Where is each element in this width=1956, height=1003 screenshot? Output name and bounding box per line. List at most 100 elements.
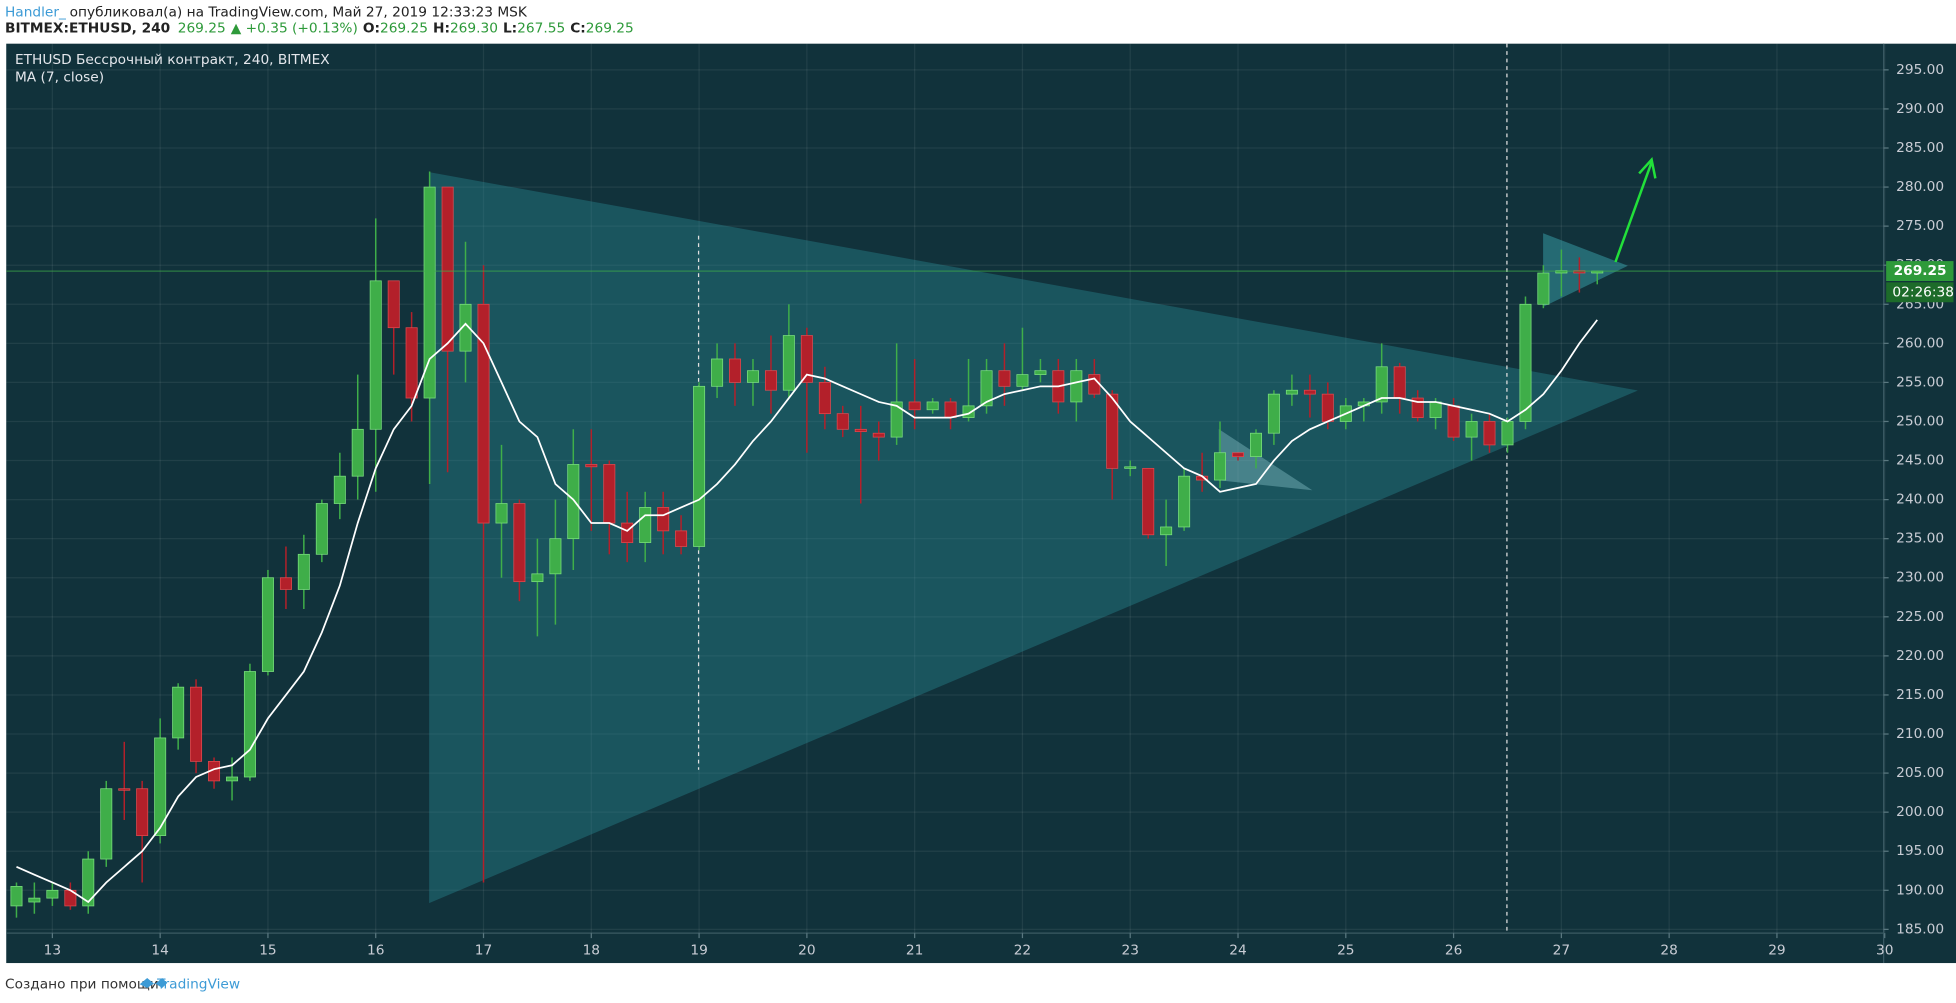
candle-body xyxy=(190,686,203,762)
candle-body xyxy=(890,401,903,438)
candle-body xyxy=(1465,421,1478,438)
candle-body xyxy=(926,401,939,411)
x-tick-label: 19 xyxy=(690,943,707,959)
candle-body xyxy=(261,577,274,672)
x-tick-label: 22 xyxy=(1014,943,1031,959)
candle-body xyxy=(459,303,472,352)
countdown-label: 02:26:38 xyxy=(1892,284,1954,300)
y-tick-label: 220.00 xyxy=(1896,648,1944,664)
candle-body xyxy=(100,788,113,860)
x-tick-label: 28 xyxy=(1660,943,1677,959)
candle-body xyxy=(1267,393,1280,434)
candle-body xyxy=(1321,393,1334,422)
y-tick-label: 280.00 xyxy=(1896,179,1944,195)
last-price-label: 269.25 xyxy=(1894,263,1947,279)
candle-body xyxy=(1160,526,1173,536)
candle-body xyxy=(1393,366,1406,399)
candle-body xyxy=(693,385,706,547)
candle-body xyxy=(962,405,975,418)
candle-body xyxy=(531,573,544,583)
y-tick-label: 185.00 xyxy=(1896,921,1944,937)
candle-body xyxy=(567,464,580,540)
candle-body xyxy=(28,897,41,903)
candle-body xyxy=(1016,374,1029,387)
candle-body xyxy=(118,788,131,791)
triangle-pattern xyxy=(429,172,1638,904)
y-tick-label: 215.00 xyxy=(1896,687,1944,703)
candle-body xyxy=(908,401,921,411)
candle-body xyxy=(585,464,598,468)
o: 269.25 xyxy=(380,21,428,37)
candle-body xyxy=(980,370,993,407)
candle-body xyxy=(782,335,795,391)
indicator-label: MA (7, close) xyxy=(15,69,104,85)
l: 267.55 xyxy=(517,21,565,37)
candle-body xyxy=(800,335,813,383)
symbol-line: BITMEX:ETHUSD, 240 269.25 ▲ +0.35 (+0.13%)… xyxy=(5,21,634,37)
x-tick-label: 16 xyxy=(367,943,384,959)
c-label: C: xyxy=(570,21,586,37)
candle-body xyxy=(1537,272,1550,305)
axes: 185.00 190.00 195.00 200.00 205.00 210.00 215.… xyxy=(44,62,1954,959)
candle-body xyxy=(621,522,634,543)
candle-body xyxy=(1034,370,1047,375)
candle-body xyxy=(657,507,670,532)
candle-body xyxy=(603,464,616,524)
y-tick-label: 285.00 xyxy=(1896,140,1944,156)
candle-body xyxy=(1411,397,1424,418)
y-tick-label: 190.00 xyxy=(1896,882,1944,898)
y-tick-label: 245.00 xyxy=(1896,453,1944,469)
countdown-box xyxy=(1886,282,1954,303)
y-tick-label: 290.00 xyxy=(1896,101,1944,117)
c: 269.25 xyxy=(586,21,634,37)
x-tick-label: 25 xyxy=(1337,943,1354,959)
candle-body xyxy=(998,370,1011,387)
candle-body xyxy=(10,886,23,907)
candle-body xyxy=(836,413,849,430)
candle-body xyxy=(477,303,490,524)
x-tick-label: 17 xyxy=(475,943,492,959)
candle-body xyxy=(297,553,310,590)
footer-brand[interactable]: TradingView xyxy=(156,976,240,992)
y-tick-label: 200.00 xyxy=(1896,804,1944,820)
x-tick-label: 21 xyxy=(906,943,923,959)
y-tick-label: 250.00 xyxy=(1896,413,1944,429)
x-tick-label: 24 xyxy=(1229,943,1246,959)
y-tick-label: 255.00 xyxy=(1896,374,1944,390)
candle-body xyxy=(279,577,292,590)
x-tick-label: 27 xyxy=(1553,943,1570,959)
candle-body xyxy=(1124,466,1137,469)
author[interactable]: Handler_ xyxy=(5,5,66,21)
y-tick-label: 210.00 xyxy=(1896,726,1944,742)
symbol: BITMEX:ETHUSD, 240 xyxy=(5,21,170,37)
price: 269.25 xyxy=(178,21,226,37)
grid xyxy=(6,43,1886,934)
y-tick-label: 240.00 xyxy=(1896,492,1944,508)
x-tick-label: 26 xyxy=(1445,943,1462,959)
x-tick-label: 13 xyxy=(44,943,61,959)
candle-body xyxy=(405,327,418,399)
candle-body xyxy=(1375,366,1388,403)
arrow-head xyxy=(1638,157,1657,179)
marks xyxy=(6,171,1884,918)
candle-body xyxy=(1106,393,1119,469)
candle-body xyxy=(1214,452,1226,481)
y-tick-label: 235.00 xyxy=(1896,531,1944,547)
y-tick-label: 230.00 xyxy=(1896,570,1944,586)
candle-body xyxy=(728,358,741,383)
x-tick-label: 23 xyxy=(1121,943,1138,959)
candle-body xyxy=(872,432,885,438)
chart-background xyxy=(6,43,1956,964)
candle-body xyxy=(154,737,167,836)
candle-body xyxy=(172,686,185,739)
x-tick-label: 14 xyxy=(151,943,168,959)
candle-body xyxy=(315,503,328,555)
candle-body xyxy=(944,401,957,418)
candle-body xyxy=(1142,467,1155,536)
candle-body xyxy=(369,280,382,430)
candle-body xyxy=(1232,452,1244,458)
y-tick-label: 205.00 xyxy=(1896,765,1944,781)
candle-body xyxy=(746,370,759,383)
candle-body xyxy=(333,475,346,504)
